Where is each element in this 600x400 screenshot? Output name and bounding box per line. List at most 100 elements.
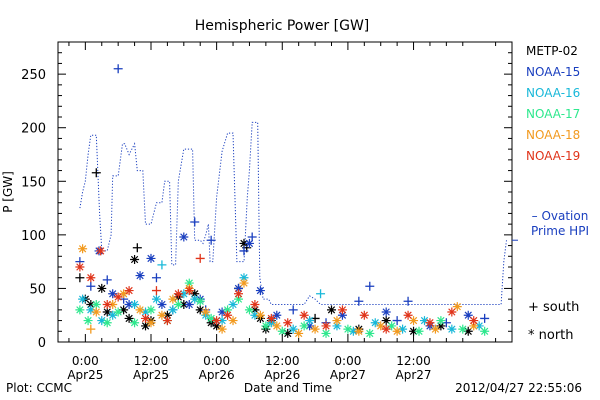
y-tick-label: 200 [21, 122, 46, 137]
north-point-noaa-17 [234, 294, 244, 304]
north-point-noaa-16 [250, 310, 260, 320]
north-point-noaa-19 [234, 289, 244, 299]
north-point-noaa-16 [168, 305, 178, 315]
y-tick-label: 50 [29, 282, 46, 297]
north-point-noaa-15 [179, 232, 189, 242]
north-point-metp-02 [436, 321, 446, 331]
north-point-noaa-16 [398, 324, 408, 334]
north-point-metp-02 [463, 326, 473, 336]
south-point-noaa-15 [206, 235, 216, 245]
north-point-noaa-16 [474, 321, 484, 331]
north-point-noaa-19 [381, 324, 391, 334]
north-point-noaa-17 [223, 305, 233, 315]
north-point-noaa-17 [83, 316, 93, 326]
north-point-noaa-17 [321, 328, 331, 338]
north-point-metp-02 [239, 238, 249, 248]
north-point-noaa-19 [299, 310, 309, 320]
north-point-noaa-15 [234, 283, 244, 293]
south-point-noaa-15 [86, 281, 96, 291]
north-point-metp-02 [179, 300, 189, 309]
legend-entry-noaa-18: NOAA-18 [526, 128, 580, 142]
north-point-noaa-18 [146, 318, 156, 328]
south-point-noaa-15 [102, 275, 112, 285]
south-point-noaa-15 [354, 296, 364, 306]
south-point-metp-02 [91, 168, 101, 178]
north-point-noaa-16 [447, 324, 457, 334]
south-point-noaa-15 [365, 281, 375, 291]
north-point-noaa-16 [305, 316, 315, 326]
marker-legend-north: * north [528, 328, 574, 343]
north-point-noaa-17 [277, 326, 287, 336]
north-point-noaa-19 [96, 246, 106, 256]
north-point-noaa-18 [409, 316, 419, 326]
south-point-noaa-15 [151, 273, 161, 283]
north-point-noaa-19 [321, 321, 331, 331]
north-point-noaa-19 [337, 305, 347, 315]
north-point-noaa-19 [212, 316, 222, 326]
north-point-noaa-15 [146, 253, 156, 263]
north-point-metp-02 [190, 289, 200, 299]
north-point-noaa-17 [75, 305, 85, 315]
north-point-noaa-19 [469, 316, 479, 326]
north-point-noaa-19 [173, 289, 183, 299]
north-point-noaa-19 [425, 318, 435, 328]
north-point-noaa-16 [97, 316, 107, 326]
ovation-hpi-line [79, 121, 507, 305]
north-point-noaa-19 [75, 262, 85, 272]
legend-entry-noaa-15: NOAA-15 [526, 65, 580, 79]
north-point-noaa-18 [157, 310, 167, 320]
south-point-noaa-16 [157, 260, 167, 270]
south-point-noaa-15 [288, 305, 298, 315]
north-point-noaa-19 [266, 313, 276, 323]
north-point-noaa-16 [190, 294, 200, 304]
south-point-noaa-16 [316, 289, 326, 299]
north-point-noaa-15 [157, 300, 167, 309]
north-point-metp-02 [119, 305, 129, 315]
north-point-noaa-16 [179, 289, 189, 299]
south-point-metp-02 [132, 243, 142, 253]
north-point-noaa-15 [255, 286, 265, 296]
north-point-noaa-18 [354, 326, 364, 336]
north-point-noaa-18 [119, 289, 129, 299]
x-tick-date-label: Apr27 [330, 368, 366, 382]
x-tick-time-label: 12:00 [134, 354, 169, 368]
south-point-noaa-15 [247, 232, 257, 242]
north-point-noaa-19 [102, 300, 112, 309]
north-point-noaa-15 [184, 300, 194, 309]
north-point-noaa-17 [102, 318, 112, 328]
south-point-noaa-19 [195, 253, 205, 263]
axes-layer: 0501001502002500:00Apr2512:00Apr250:00Ap… [21, 41, 513, 382]
south-point-noaa-15 [190, 217, 200, 227]
north-point-noaa-15 [305, 321, 315, 331]
north-point-noaa-18 [272, 321, 282, 331]
north-point-noaa-19 [86, 273, 96, 283]
data-points-layer [75, 64, 490, 338]
x-tick-time-label: 12:00 [265, 354, 300, 368]
y-tick-label: 100 [21, 229, 46, 244]
north-point-metp-02 [97, 283, 107, 293]
north-point-noaa-16 [151, 294, 161, 304]
north-point-metp-02 [326, 305, 336, 315]
north-point-noaa-18 [452, 302, 462, 312]
north-point-noaa-18 [217, 324, 227, 334]
south-point-noaa-15 [403, 296, 413, 306]
north-point-noaa-16 [141, 307, 151, 317]
north-point-noaa-16 [86, 305, 96, 315]
north-point-noaa-16 [332, 321, 342, 331]
north-point-noaa-19 [124, 286, 134, 296]
north-point-noaa-16 [78, 294, 88, 304]
north-point-noaa-15 [217, 307, 227, 317]
north-point-noaa-15 [108, 289, 118, 299]
north-point-noaa-17 [480, 326, 490, 336]
south-point-noaa-18 [86, 324, 96, 334]
x-tick-time-label: 12:00 [396, 354, 431, 368]
legend-ovation-label: – Ovation [532, 209, 589, 223]
north-point-noaa-17 [91, 300, 101, 309]
x-tick-date-label: Apr25 [133, 368, 169, 382]
north-point-noaa-16 [130, 300, 140, 309]
north-point-noaa-18 [332, 316, 342, 326]
north-point-metp-02 [124, 313, 134, 323]
north-point-metp-02 [283, 328, 293, 338]
north-point-noaa-17 [146, 305, 156, 315]
